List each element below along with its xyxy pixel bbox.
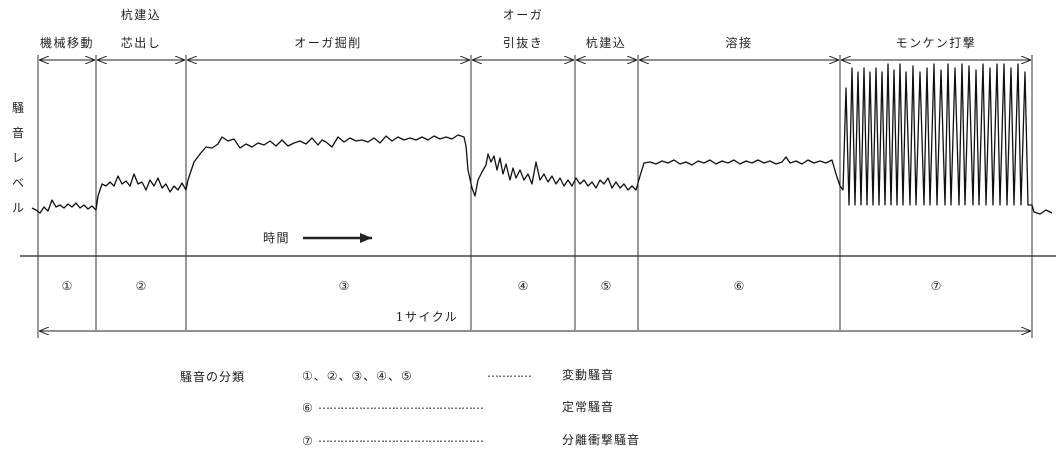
time-label: 時間 <box>263 231 290 245</box>
phase-numbers: ① ② ③ ④ ⑤ ⑥ ⑦ <box>62 279 942 293</box>
legend-dots: ……………………………………… <box>318 398 483 412</box>
phase-number: ⑥ <box>734 279 745 293</box>
y-label-char: ル <box>12 201 24 215</box>
noise-trace <box>31 63 1053 215</box>
phase-label-top: オーガ <box>503 8 544 22</box>
y-label-char: レ <box>12 151 24 165</box>
phase-label: モンケン打撃 <box>896 35 977 50</box>
legend-items: ①、②、③、④、⑤ <box>302 369 413 383</box>
phase-label: 杭建込 <box>586 35 627 50</box>
legend-category: 変動騒音 <box>562 367 614 382</box>
phase-number: ⑤ <box>601 279 612 293</box>
legend-category: 分離衝撃騒音 <box>562 432 640 447</box>
phase-label: オーガ掘削 <box>294 35 362 50</box>
legend-dots: ……………………………………… <box>318 431 483 445</box>
phase-boundaries <box>37 55 1033 338</box>
cycle-label: 1サイクル <box>396 310 459 324</box>
phase-number: ① <box>62 279 73 293</box>
phase-label: 芯出し <box>121 36 162 50</box>
legend-category: 定常騒音 <box>562 399 614 414</box>
legend: 騒音の分類 ①、②、③、④、⑤ ………… 変動騒音 ⑥ ………………………………… <box>180 366 640 448</box>
phase-number: ④ <box>518 279 529 293</box>
legend-dots: ………… <box>487 366 531 380</box>
y-label-char: 騒 <box>12 101 24 115</box>
legend-items: ⑦ <box>302 434 314 448</box>
phase-labels: 機械移動 杭建込 芯出し オーガ掘削 オーガ 引抜き 杭建込 溶接 モンケン打撃 <box>40 7 977 50</box>
y-label-char: 音 <box>12 125 24 140</box>
legend-items: ⑥ <box>302 401 314 415</box>
legend-title: 騒音の分類 <box>180 369 245 384</box>
phase-label-top: 杭建込 <box>121 7 162 22</box>
phase-label: 溶接 <box>725 35 752 50</box>
phase-label: 引抜き <box>503 36 544 50</box>
phase-number: ⑦ <box>931 279 942 293</box>
phase-label: 機械移動 <box>40 35 94 50</box>
y-label-char: ベ <box>12 176 24 190</box>
phase-number: ② <box>136 279 147 293</box>
phase-number: ③ <box>339 279 350 293</box>
y-axis-label: 騒 音 レ ベ ル <box>12 101 24 215</box>
